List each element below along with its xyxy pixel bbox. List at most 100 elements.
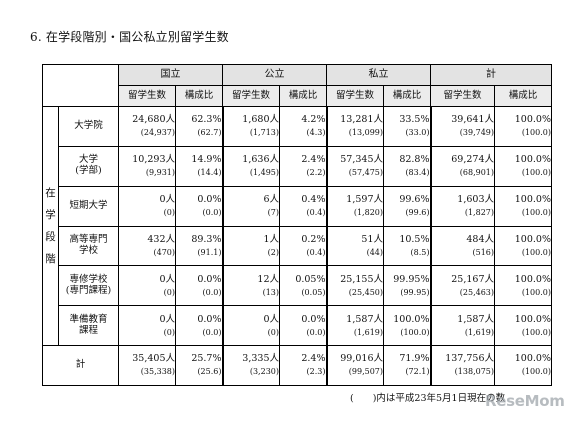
student-count-cell: 0人 (0): [118, 185, 176, 227]
value-previous: (14.4): [197, 168, 222, 178]
row-label: 大学院: [58, 106, 119, 147]
value-previous: (100.0): [521, 287, 551, 297]
value-previous: (68,901): [459, 168, 494, 178]
value-previous: (35,338): [140, 367, 175, 377]
value-previous: (470): [153, 247, 175, 257]
ratio-cell: 14.9% (14.4): [175, 145, 223, 187]
table-row: 大学 (学部) 10,293人 (9,931) 14.9% (14.4) 1,636人 (1,…: [43, 145, 552, 187]
sub-header-students: 留学生数: [222, 85, 280, 107]
student-count-cell: 39,641人 (39,749): [429, 106, 495, 147]
ratio-cell: 0.4% (0.4): [279, 185, 327, 227]
value-current: 1,603人: [457, 194, 494, 206]
value-current: 89.3%: [191, 233, 222, 245]
value-current: 0.0%: [197, 313, 222, 325]
row-label: 専修学校 (専門課程): [58, 265, 119, 307]
sub-header-students: 留学生数: [118, 85, 176, 107]
group-header-row: 国立 公立 私立 計: [42, 64, 552, 107]
stage-side-label: 在学段階: [42, 105, 59, 347]
ratio-cell: 62.3% (62.7): [175, 106, 223, 147]
value-current: 0人: [159, 194, 175, 206]
value-previous: (0.4): [306, 247, 326, 257]
value-previous: (100.0): [521, 128, 551, 138]
sub-header-ratio: 構成比: [494, 85, 552, 107]
student-count-cell: 25,167人 (25,463): [429, 265, 495, 307]
value-current: 100.0%: [514, 154, 551, 166]
row-label: 大学 (学部): [58, 145, 119, 187]
ratio-cell: 71.9% (72.1): [383, 345, 431, 386]
ratio-cell: 0.0% (0.0): [175, 185, 223, 227]
value-current: 25.7%: [191, 353, 222, 365]
value-current: 0.2%: [301, 233, 326, 245]
value-current: 100.0%: [514, 194, 551, 206]
value-previous: (39,749): [459, 128, 494, 138]
ratio-cell: 100.0% (100.0): [494, 305, 552, 347]
student-count-cell: 1,587人 (1,619): [325, 305, 384, 347]
student-count-cell: 57,345人 (57,475): [325, 145, 384, 187]
student-count-cell: 137,756人 (138,075): [429, 345, 495, 386]
value-previous: (138,075): [454, 367, 494, 377]
value-current: 33.5%: [399, 114, 430, 126]
sub-header-students: 留学生数: [326, 85, 384, 107]
value-previous: (0.05): [301, 287, 326, 297]
value-previous: (100.0): [521, 247, 551, 257]
value-previous: (62.7): [197, 128, 222, 138]
value-previous: (1,827): [464, 207, 494, 217]
value-previous: (100.0): [521, 367, 551, 377]
value-current: 24,680人: [132, 114, 175, 126]
value-previous: (4.3): [306, 128, 326, 138]
total-label: 計: [42, 345, 119, 386]
value-previous: (2.2): [306, 168, 326, 178]
value-current: 3,335人: [242, 353, 279, 365]
ratio-cell: 4.2% (4.3): [279, 106, 327, 147]
table-body: 国立 公立 私立 計 留学生数 構成比 留学生数 構成比 留学生数 構成比 留学…: [42, 64, 552, 386]
value-previous: (1,619): [464, 327, 494, 337]
resemom-logo: ReseMom: [485, 392, 565, 410]
value-previous: (25,463): [459, 287, 494, 297]
value-current: 1,587人: [346, 313, 383, 325]
ratio-cell: 100.0% (100.0): [494, 345, 552, 386]
value-previous: (0.4): [306, 207, 326, 217]
value-previous: (2.3): [306, 367, 326, 377]
student-count-cell: 6人 (7): [221, 185, 280, 227]
value-current: 0人: [159, 273, 175, 285]
section-title: 6. 在学段階別・国公私立別留学生数: [30, 30, 229, 44]
value-previous: (44): [366, 247, 383, 257]
value-current: 0.0%: [301, 313, 326, 325]
table-row: 在学段階 大学院 24,680人 (24,937) 62.3% (62.7) 1,680人 (…: [42, 105, 552, 347]
value-previous: (516): [472, 247, 494, 257]
group-header-total: 計: [430, 64, 552, 86]
ratio-cell: 89.3% (91.1): [175, 225, 223, 267]
value-current: 2.4%: [301, 353, 326, 365]
student-count-cell: 1,680人 (1,713): [221, 106, 280, 147]
value-previous: (0.0): [202, 327, 222, 337]
value-previous: (0.0): [202, 287, 222, 297]
ratio-cell: 99.6% (99.6): [383, 185, 431, 227]
value-current: 62.3%: [191, 114, 222, 126]
value-current: 69,274人: [451, 154, 494, 166]
student-count-cell: 484人 (516): [429, 225, 495, 267]
value-current: 99,016人: [340, 353, 383, 365]
footnote: ( )内は平成23年5月1日現在の数: [350, 393, 506, 404]
student-count-cell: 1人 (2): [221, 225, 280, 267]
value-current: 51人: [361, 233, 383, 245]
value-previous: (13,099): [348, 128, 383, 138]
value-current: 6人: [263, 194, 279, 206]
student-count-cell: 69,274人 (68,901): [429, 145, 495, 187]
value-previous: (99.6): [405, 207, 430, 217]
value-current: 1,597人: [346, 194, 383, 206]
table-row: 高等専門 学校 432人 (470) 89.3% (91.1) 1人 (2) 0.2% (0.4)…: [43, 225, 552, 267]
ratio-cell: 2.4% (2.2): [279, 145, 327, 187]
value-current: 25,167人: [451, 273, 494, 285]
students-table: 国立 公立 私立 計 留学生数 構成比 留学生数 構成比 留学生数 構成比 留学…: [42, 64, 552, 386]
value-previous: (7): [267, 207, 279, 217]
student-count-cell: 51人 (44): [325, 225, 384, 267]
student-count-cell: 25,155人 (25,450): [325, 265, 384, 307]
value-current: 432人: [147, 233, 175, 245]
value-current: 100.0%: [514, 114, 551, 126]
group-header-public: 公立: [222, 64, 327, 86]
value-current: 10.5%: [399, 233, 430, 245]
value-current: 99.6%: [399, 194, 430, 206]
value-current: 484人: [466, 233, 494, 245]
value-current: 137,756人: [445, 353, 494, 365]
value-current: 2.4%: [301, 154, 326, 166]
